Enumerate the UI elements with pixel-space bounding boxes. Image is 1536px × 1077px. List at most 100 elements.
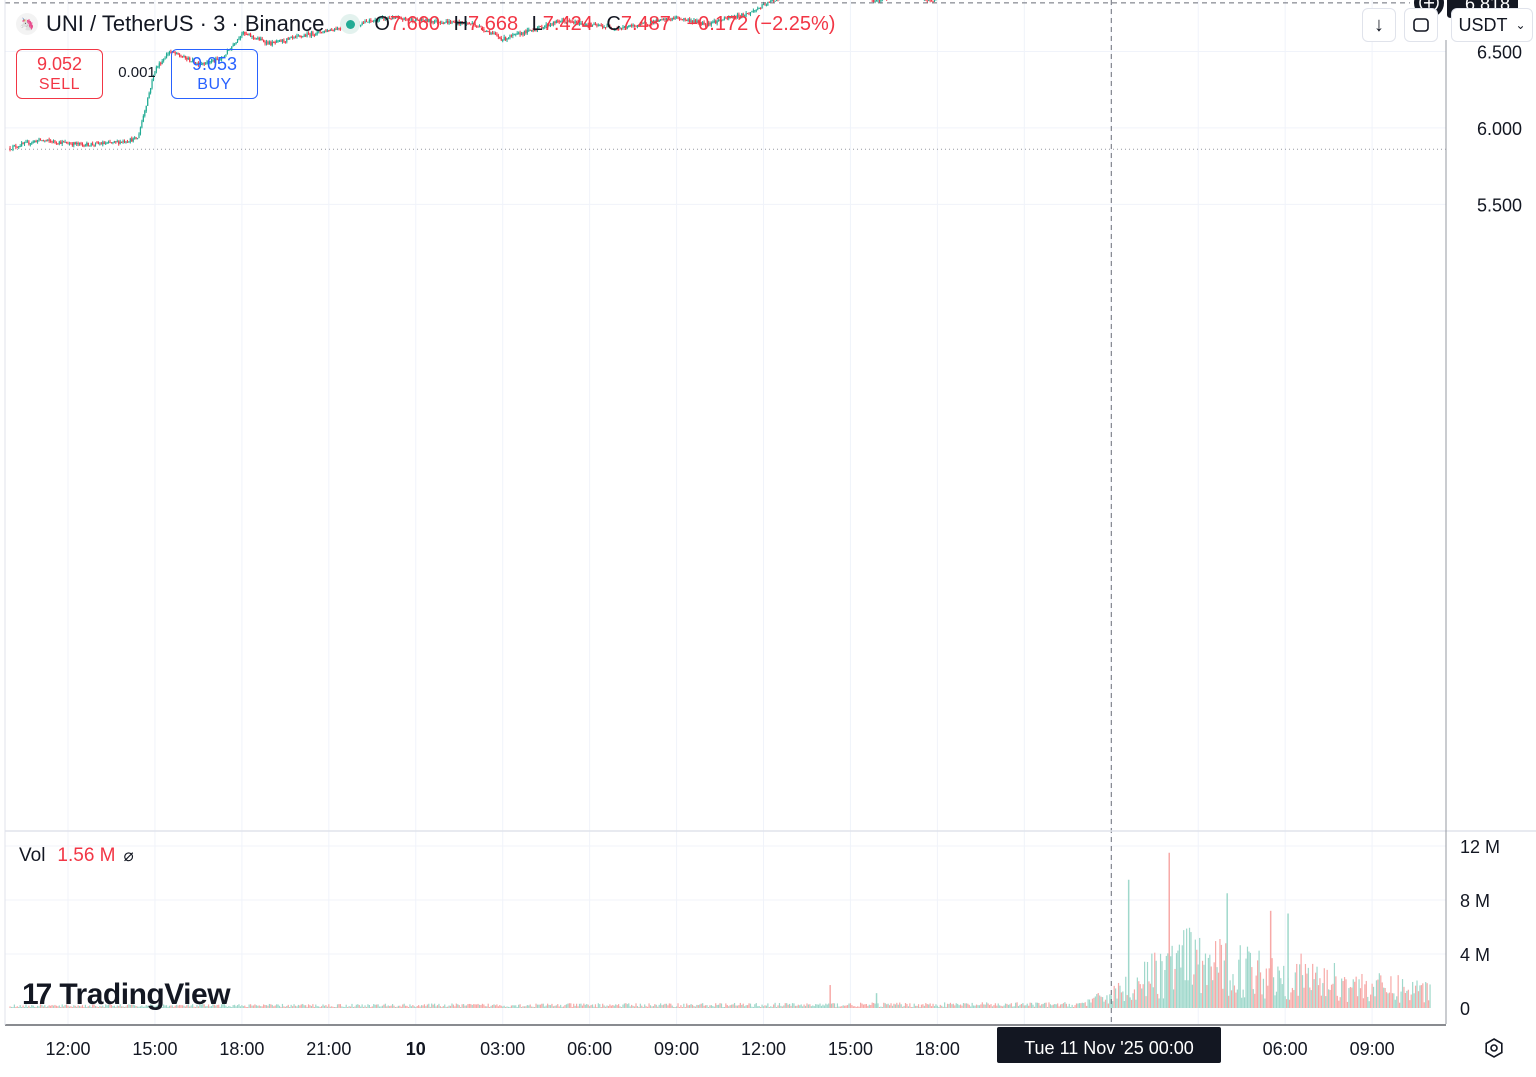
volume-bar [1280, 978, 1282, 1008]
volume-bar [480, 1005, 482, 1008]
volume-bar [644, 1004, 646, 1008]
candle-body [134, 137, 136, 139]
candle-body [212, 60, 214, 62]
candle-body [728, 17, 730, 19]
volume-bar [1044, 1002, 1046, 1008]
candle-body [620, 28, 623, 30]
download-button[interactable]: ↓ [1362, 8, 1396, 42]
currency-select[interactable]: USDT ⌄ [1451, 8, 1533, 42]
volume-bar [864, 1004, 866, 1008]
volume-label: Vol [19, 845, 46, 866]
candle-body [407, 19, 410, 21]
volume-bar [1301, 975, 1304, 1008]
candle-body [51, 141, 53, 143]
candle-body [648, 24, 650, 26]
volume-bar [60, 1007, 62, 1008]
volume-bar [567, 1003, 569, 1008]
volume-bar [645, 1006, 647, 1008]
candle-body [732, 17, 734, 19]
volume-bar [1333, 963, 1336, 1008]
volume-bar [545, 1005, 547, 1008]
volume-bar [307, 1004, 310, 1008]
volume-legend[interactable]: Vol 1.56 M ⌀ [19, 845, 134, 867]
volume-bar [807, 1004, 810, 1008]
volume-bar [512, 1005, 514, 1008]
candle-body [289, 37, 291, 39]
symbol-title[interactable]: UNI / TetherUS · 3 · Binance [46, 11, 325, 36]
volume-bar [264, 1005, 266, 1008]
volume-bar [1378, 973, 1380, 1008]
candle-body [190, 61, 192, 63]
volume-bar [394, 1006, 397, 1008]
volume-bar [78, 1005, 81, 1008]
buy-button[interactable]: 9.053 BUY [171, 49, 258, 99]
candle-body [113, 141, 115, 143]
volume-bar [928, 1004, 930, 1008]
volume-bar [667, 1005, 669, 1008]
candle-body [409, 19, 411, 21]
volume-bar [451, 1003, 453, 1008]
candle-body [236, 39, 239, 43]
volume-bar [68, 1006, 71, 1008]
candle-body [161, 60, 163, 65]
volume-bar [733, 1002, 736, 1008]
settings-button[interactable] [1480, 1034, 1508, 1062]
volume-bar [400, 1006, 402, 1008]
volume-bar [444, 1004, 446, 1008]
tradingview-logo[interactable]: 17 TradingView [22, 978, 231, 1012]
candle-body [309, 34, 311, 36]
volume-bar [210, 1006, 213, 1008]
candle-body [690, 20, 692, 23]
volume-bar [1026, 1003, 1028, 1008]
candle-body [147, 98, 149, 106]
volume-bar [376, 1004, 378, 1008]
volume-bar [860, 1002, 862, 1008]
volume-bar [936, 1005, 938, 1008]
candle-body [658, 19, 660, 22]
volume-bar [1346, 1001, 1349, 1008]
candle-body [203, 63, 205, 65]
volume-bar [1228, 995, 1230, 1008]
price-tick-label: 6.000 [1477, 119, 1522, 139]
volume-bar [1161, 961, 1163, 1008]
volume-bar [777, 1005, 779, 1008]
volume-bar [1338, 1000, 1340, 1008]
candle-body [480, 26, 482, 28]
volume-bar [961, 1005, 963, 1008]
volume-bar [1320, 995, 1322, 1008]
volume-bar [113, 1005, 115, 1008]
eye-off-icon[interactable]: ⌀ [123, 846, 134, 865]
candle-body [306, 33, 308, 37]
volume-bar [489, 1007, 491, 1008]
volume-bar [932, 1003, 934, 1008]
candle-body [707, 22, 710, 25]
volume-bar [144, 1006, 146, 1008]
volume-bar [178, 1004, 181, 1008]
sell-button[interactable]: 9.052 SELL [16, 49, 103, 99]
candle-body [668, 19, 670, 21]
volume-bar [660, 1003, 662, 1008]
candle-body [393, 16, 395, 19]
volume-bar [74, 1005, 76, 1008]
volume-bar [625, 1003, 627, 1008]
volume-bar [1291, 987, 1294, 1008]
volume-bar [767, 1003, 769, 1008]
volume-bar [549, 1005, 552, 1008]
volume-bar [642, 1007, 644, 1008]
volume-bar [752, 1006, 754, 1008]
volume-bar [1278, 970, 1280, 1008]
candle-body [39, 138, 42, 141]
fullscreen-button[interactable] [1404, 8, 1438, 42]
candle-body [283, 39, 285, 42]
candle-body [405, 17, 407, 19]
candle-body [603, 27, 605, 29]
volume-bar [531, 1006, 533, 1008]
candle-body [703, 22, 705, 25]
candle-body [664, 18, 666, 21]
volume-value: 1.56 M [57, 845, 116, 866]
volume-bar [922, 1004, 924, 1008]
volume-bar [978, 1005, 981, 1008]
volume-bar [561, 1006, 563, 1008]
volume-bar [448, 1005, 450, 1008]
